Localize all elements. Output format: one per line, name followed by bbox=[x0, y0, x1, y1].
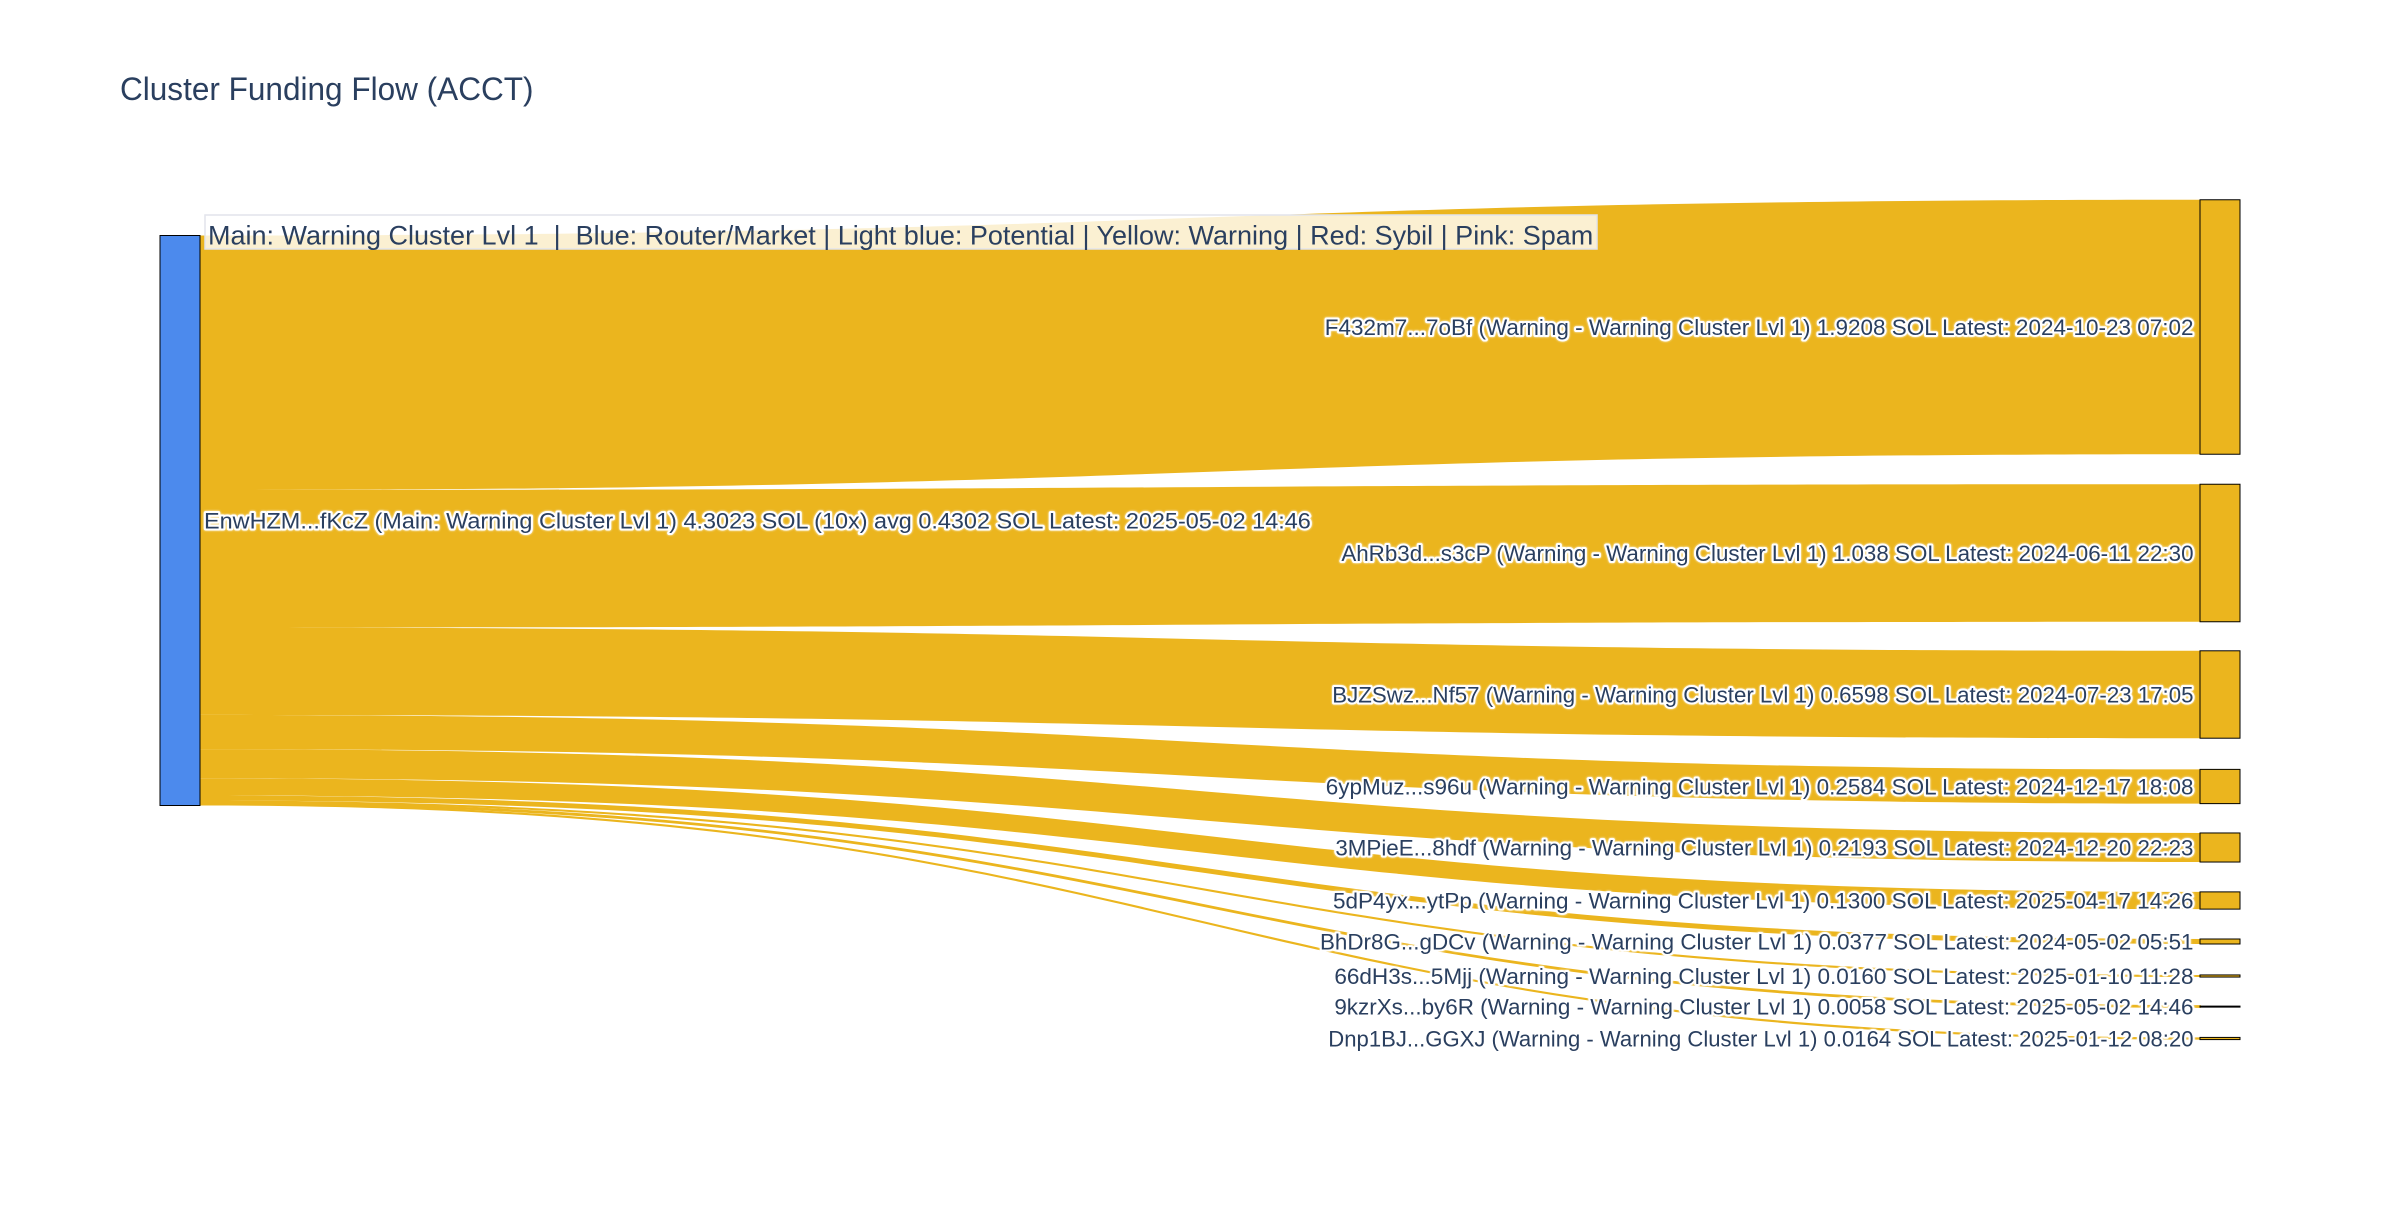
svg-text:9kzrXs...by6R (Warning - Warni: 9kzrXs...by6R (Warning - Warning Cluster… bbox=[1334, 994, 2193, 1019]
svg-text:66dH3s...5Mjj (Warning - Warni: 66dH3s...5Mjj (Warning - Warning Cluster… bbox=[1334, 964, 2193, 989]
svg-text:Dnp1BJ...GGXJ (Warning - Warni: Dnp1BJ...GGXJ (Warning - Warning Cluster… bbox=[1328, 1026, 2193, 1051]
svg-text:6ypMuz...s96u (Warning - Warni: 6ypMuz...s96u (Warning - Warning Cluster… bbox=[1326, 774, 2194, 799]
svg-text:EnwHZM...fKcZ (Main: Warning C: EnwHZM...fKcZ (Main: Warning Cluster Lvl… bbox=[204, 508, 1311, 533]
svg-text:BJZSwz...Nf57 (Warning - Warni: BJZSwz...Nf57 (Warning - Warning Cluster… bbox=[1332, 682, 2193, 707]
svg-text:5dP4yx...ytPp (Warning - Warni: 5dP4yx...ytPp (Warning - Warning Cluster… bbox=[1333, 888, 2194, 913]
svg-text:BJZSwz...Nf57 (Warning - Warni: BJZSwz...Nf57 (Warning - Warning Cluster… bbox=[1332, 682, 2193, 707]
svg-text:F432m7...7oBf (Warning - Warni: F432m7...7oBf (Warning - Warning Cluster… bbox=[1325, 315, 2194, 340]
svg-text:Cluster Funding Flow (ACCT): Cluster Funding Flow (ACCT) bbox=[120, 71, 534, 107]
svg-text:9kzrXs...by6R (Warning - Warni: 9kzrXs...by6R (Warning - Warning Cluster… bbox=[1334, 994, 2193, 1019]
svg-text:BhDr8G...gDCv (Warning - Warni: BhDr8G...gDCv (Warning - Warning Cluster… bbox=[1320, 929, 2194, 954]
svg-text:3MPieE...8hdf (Warning - Warni: 3MPieE...8hdf (Warning - Warning Cluster… bbox=[1335, 835, 2193, 860]
svg-text:Main: Warning Cluster Lvl 1 |: Main: Warning Cluster Lvl 1 | Blue: Rout… bbox=[208, 220, 1593, 250]
svg-text:EnwHZM...fKcZ (Main: Warning C: EnwHZM...fKcZ (Main: Warning Cluster Lvl… bbox=[204, 508, 1311, 533]
svg-text:6ypMuz...s96u (Warning - Warni: 6ypMuz...s96u (Warning - Warning Cluster… bbox=[1326, 774, 2194, 799]
svg-text:5dP4yx...ytPp (Warning - Warni: 5dP4yx...ytPp (Warning - Warning Cluster… bbox=[1333, 888, 2194, 913]
svg-text:AhRb3d...s3cP (Warning - Warni: AhRb3d...s3cP (Warning - Warning Cluster… bbox=[1341, 541, 2193, 566]
svg-text:BhDr8G...gDCv (Warning - Warni: BhDr8G...gDCv (Warning - Warning Cluster… bbox=[1320, 929, 2194, 954]
svg-text:3MPieE...8hdf (Warning - Warni: 3MPieE...8hdf (Warning - Warning Cluster… bbox=[1335, 835, 2193, 860]
svg-text:F432m7...7oBf (Warning - Warni: F432m7...7oBf (Warning - Warning Cluster… bbox=[1325, 315, 2194, 340]
svg-text:AhRb3d...s3cP (Warning - Warni: AhRb3d...s3cP (Warning - Warning Cluster… bbox=[1341, 541, 2193, 566]
svg-text:66dH3s...5Mjj (Warning - Warni: 66dH3s...5Mjj (Warning - Warning Cluster… bbox=[1334, 964, 2193, 989]
svg-text:Dnp1BJ...GGXJ (Warning - Warni: Dnp1BJ...GGXJ (Warning - Warning Cluster… bbox=[1328, 1026, 2193, 1051]
